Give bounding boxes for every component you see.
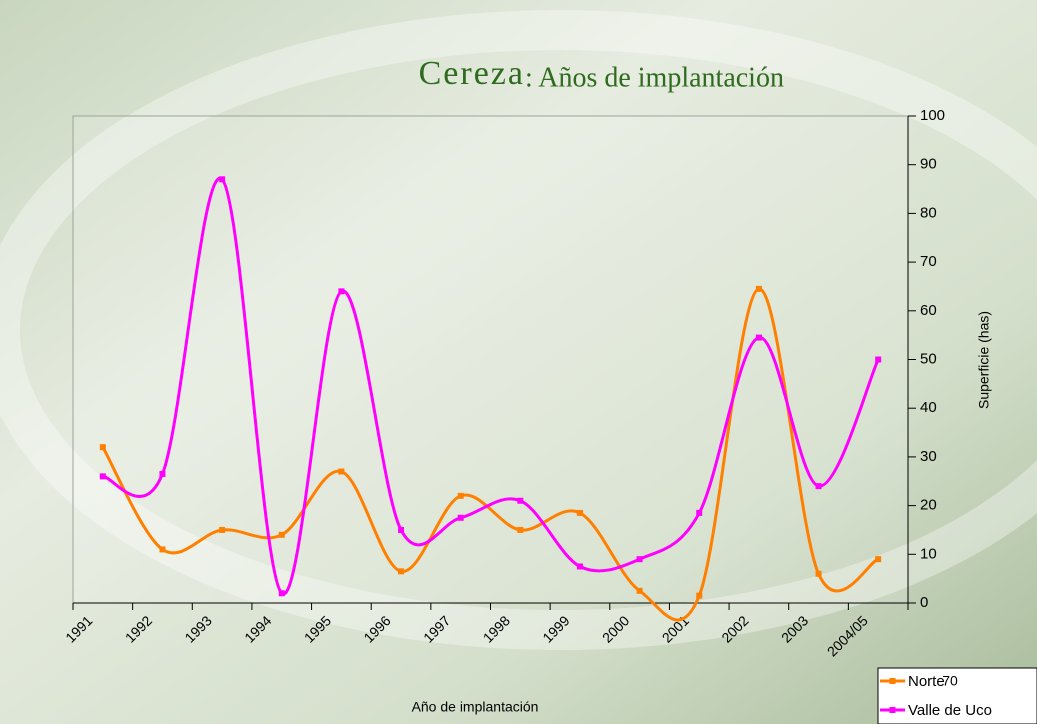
point-marker — [159, 470, 166, 477]
point-marker — [99, 473, 106, 480]
point-marker — [219, 526, 226, 533]
point-marker — [696, 509, 703, 516]
point-marker — [219, 176, 226, 183]
y-tick-label: 100 — [920, 107, 945, 124]
point-marker — [517, 526, 524, 533]
point-marker — [398, 526, 405, 533]
plot-area — [72, 115, 909, 604]
y-tick-label: 20 — [920, 497, 937, 514]
legend-box — [877, 667, 1037, 724]
legend-marker — [889, 707, 896, 713]
point-marker — [398, 568, 405, 575]
point-marker — [755, 285, 762, 292]
point-marker — [278, 590, 285, 597]
point-marker — [457, 514, 464, 521]
y-tick-label: 90 — [920, 156, 937, 173]
y-tick-label: 50 — [920, 350, 937, 367]
point-marker — [457, 492, 464, 499]
point-marker — [875, 356, 882, 363]
point-marker — [517, 497, 524, 504]
point-marker — [875, 556, 882, 563]
y-tick-label: 40 — [920, 399, 937, 416]
x-axis-label: Año de implantación — [412, 699, 539, 715]
series-line — [101, 287, 879, 622]
point-marker — [576, 509, 583, 516]
point-marker — [815, 483, 822, 490]
point-marker — [338, 288, 345, 295]
point-marker — [338, 468, 345, 475]
y-axis-label: Superficie (has) — [976, 311, 992, 409]
legend-marker — [889, 678, 896, 684]
point-marker — [278, 531, 285, 538]
legend-label: Valle de Uco — [908, 702, 992, 719]
point-marker — [576, 563, 583, 570]
y-tick-label: 80 — [920, 204, 937, 221]
point-marker — [696, 592, 703, 599]
chart-subtitle: : Años de implantación — [525, 62, 784, 93]
point-marker — [636, 587, 643, 594]
point-marker — [815, 570, 822, 577]
y-tick-label: 70 — [920, 253, 937, 270]
chart-title: Cereza — [419, 55, 525, 92]
legend-label: Norte — [908, 673, 945, 690]
point-marker — [755, 334, 762, 341]
y-tick-label: 0 — [920, 594, 928, 611]
point-marker — [159, 546, 166, 553]
y-tick-label: 60 — [920, 302, 937, 319]
y-tick-label: 10 — [920, 545, 937, 562]
y-tick-label: 30 — [920, 448, 937, 465]
point-marker — [99, 444, 106, 451]
decor — [0, 10, 1037, 650]
slide-number: 70 — [942, 673, 958, 689]
point-marker — [636, 556, 643, 563]
